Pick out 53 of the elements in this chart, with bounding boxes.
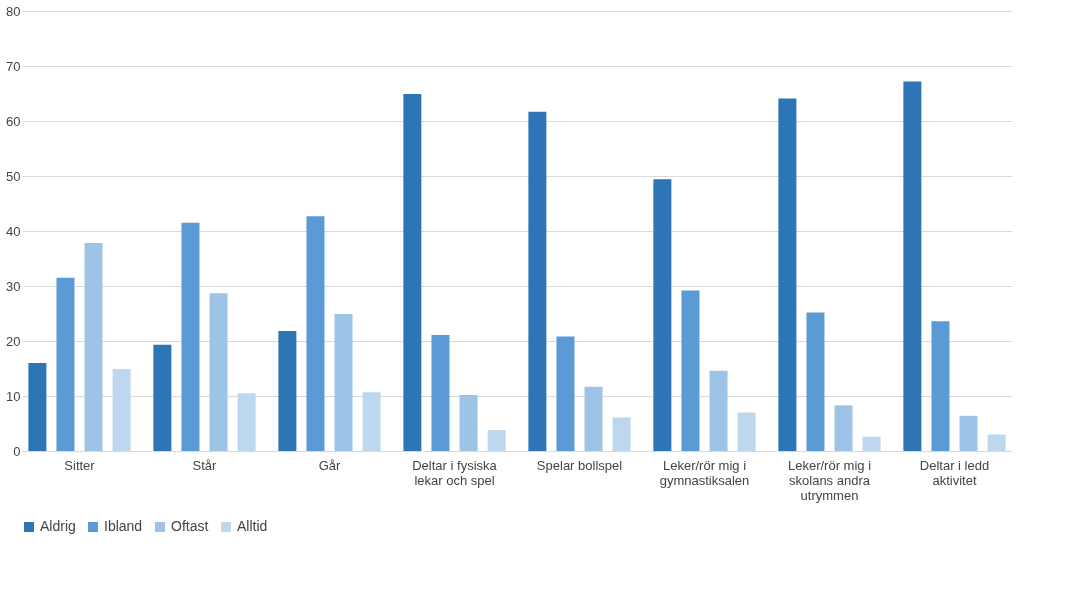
bar [431,334,450,451]
x-tick-label: Deltar i ledd aktivitet [919,457,990,488]
x-tick-label: Deltar i fysiska lekar och spel [412,457,498,488]
y-tick-label: 80 [6,3,21,19]
bar [334,314,353,451]
y-tick-label: 70 [6,58,21,74]
bar [834,405,853,451]
x-tick-label: Går [318,457,342,473]
bar [778,98,797,451]
bar [931,321,950,451]
bar [237,393,256,451]
bar [84,243,103,451]
y-tick-label: 30 [6,278,21,294]
bar [528,111,547,451]
x-tick-label: Leker/rör mig i gymnastiksalen [659,457,750,488]
bar [556,336,575,451]
bar [806,312,825,451]
bar [278,331,297,451]
bar [737,412,756,451]
bar [362,392,381,451]
legend-label: Alltid [237,518,268,534]
x-tick-label: Spelar bollspel [536,457,623,473]
x-tick-label: Står [192,457,218,473]
legend-label: Oftast [171,518,209,534]
bar [153,344,172,451]
bar [681,290,700,451]
x-tick-label: Leker/rör mig i skolans andra utrymmen [787,457,872,503]
bar [181,222,200,451]
bar [209,293,228,451]
y-tick-label: 40 [6,223,21,239]
bar [959,415,978,451]
y-tick-label: 50 [6,168,21,184]
bar [28,363,47,451]
y-tick-label: 20 [6,333,21,349]
bar [403,94,422,451]
y-tick-label: 10 [6,388,21,404]
bar [612,417,631,451]
y-tick-label: 60 [6,113,21,129]
bar [987,434,1006,451]
bar [584,386,603,451]
bar [112,369,131,451]
bar [903,81,922,451]
x-tick-label: Sitter [64,457,96,473]
bar [487,430,506,451]
bar [56,277,75,451]
bar [709,370,728,451]
y-tick-label: 0 [13,443,21,459]
bar [459,394,478,451]
bar [653,179,672,451]
bar [306,216,325,451]
legend-label: Ibland [104,518,143,534]
legend-label: Aldrig [40,518,76,534]
bar [862,436,881,451]
